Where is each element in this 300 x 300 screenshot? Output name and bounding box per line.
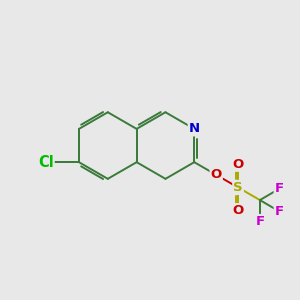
Text: O: O xyxy=(232,204,244,217)
Text: S: S xyxy=(233,181,243,194)
Text: F: F xyxy=(275,205,284,218)
Text: Cl: Cl xyxy=(38,155,54,170)
Text: O: O xyxy=(211,168,222,181)
Text: O: O xyxy=(232,158,244,171)
Text: F: F xyxy=(255,215,265,228)
Text: N: N xyxy=(189,122,200,135)
Text: F: F xyxy=(275,182,284,195)
